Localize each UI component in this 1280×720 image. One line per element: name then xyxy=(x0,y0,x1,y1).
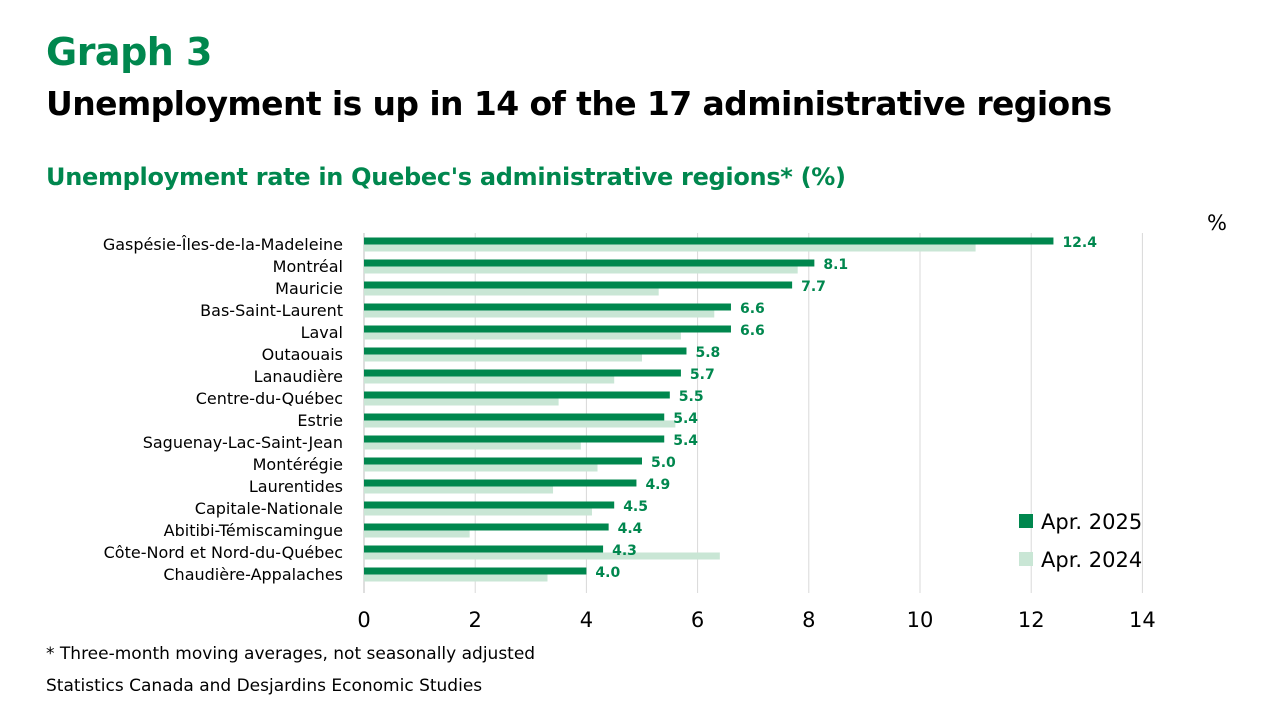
category-label: Laval xyxy=(301,323,343,342)
bar-apr-2024 xyxy=(364,442,581,450)
category-label: Gaspésie-Îles-de-la-Madeleine xyxy=(103,235,343,254)
chart-title: Unemployment rate in Quebec's administra… xyxy=(46,163,846,191)
bar-apr-2025 xyxy=(364,413,665,421)
category-label: Centre-du-Québec xyxy=(196,389,343,408)
bar-apr-2024 xyxy=(364,332,681,340)
data-label: 8.1 xyxy=(823,257,848,273)
bar-apr-2024 xyxy=(364,464,598,472)
x-tick-label: 10 xyxy=(907,608,934,632)
bar-apr-2025 xyxy=(364,567,587,575)
data-label: 5.0 xyxy=(651,455,676,471)
data-label: 4.9 xyxy=(645,477,670,493)
bar-apr-2025 xyxy=(364,303,731,311)
data-labels: 12.4 8.1 7.7 6.6 6.6 5.8 5.7 5.5 5.4 5.4 5.0 4.9 4.5… xyxy=(595,235,1097,581)
bar-apr-2025 xyxy=(364,545,604,553)
bar-apr-2024 xyxy=(364,574,548,582)
legend-label: Apr. 2025 xyxy=(1041,510,1142,534)
bar-apr-2025 xyxy=(364,501,615,509)
bar-apr-2025 xyxy=(364,259,815,267)
category-label: Estrie xyxy=(297,411,343,430)
x-tick-label: 8 xyxy=(802,608,815,632)
x-tick-label: 12 xyxy=(1018,608,1045,632)
data-label: 4.4 xyxy=(618,521,643,537)
data-label: 4.5 xyxy=(623,499,648,515)
category-label: Capitale-Nationale xyxy=(195,499,343,518)
legend: Apr. 2025 Apr. 2024 xyxy=(1019,510,1142,572)
category-labels: Gaspésie-Îles-de-la-Madeleine Montréal Mau… xyxy=(103,235,343,584)
x-tick-label: 6 xyxy=(691,608,704,632)
x-tick-label: 4 xyxy=(580,608,593,632)
legend-swatch xyxy=(1019,552,1033,566)
bar-apr-2025 xyxy=(364,391,670,399)
legend-label: Apr. 2024 xyxy=(1041,548,1142,572)
bar-apr-2025 xyxy=(364,457,642,465)
x-tick-label: 0 xyxy=(357,608,370,632)
data-label: 7.7 xyxy=(801,279,826,295)
category-label: Saguenay-Lac-Saint-Jean xyxy=(143,433,343,452)
footnote: * Three-month moving averages, not seaso… xyxy=(46,644,536,664)
bar-apr-2024 xyxy=(364,486,554,494)
bars xyxy=(364,237,1054,582)
data-label: 6.6 xyxy=(740,301,765,317)
data-label: 5.5 xyxy=(679,389,704,405)
data-label: 12.4 xyxy=(1062,235,1097,251)
bar-apr-2025 xyxy=(364,435,665,443)
bar-apr-2024 xyxy=(364,398,559,406)
x-tick-label: 2 xyxy=(469,608,482,632)
bar-apr-2024 xyxy=(364,508,592,516)
category-label: Chaudière-Appalaches xyxy=(163,565,343,584)
x-axis-ticks: 0 2 4 6 8 10 12 14 xyxy=(357,608,1155,632)
bar-apr-2024 xyxy=(364,244,976,252)
legend-swatch xyxy=(1019,514,1033,528)
data-label: 5.4 xyxy=(673,433,698,449)
data-label: 4.3 xyxy=(612,543,637,559)
bar-apr-2024 xyxy=(364,288,659,296)
bar-apr-2024 xyxy=(364,552,720,560)
data-label: 4.0 xyxy=(595,565,620,581)
data-label: 5.4 xyxy=(673,411,698,427)
bar-apr-2025 xyxy=(364,347,687,355)
category-label: Lanaudière xyxy=(254,367,343,386)
bar-apr-2024 xyxy=(364,376,615,384)
bar-apr-2024 xyxy=(364,530,470,538)
category-label: Laurentides xyxy=(249,477,343,496)
page-title: Unemployment is up in 14 of the 17 admin… xyxy=(46,84,1112,123)
x-tick-label: 14 xyxy=(1129,608,1156,632)
bar-apr-2025 xyxy=(364,479,637,487)
data-label: 6.6 xyxy=(740,323,765,339)
data-label: 5.8 xyxy=(695,345,720,361)
bar-apr-2024 xyxy=(364,310,715,318)
data-label: 5.7 xyxy=(690,367,715,383)
category-label: Bas-Saint-Laurent xyxy=(200,301,343,320)
bar-apr-2024 xyxy=(364,266,798,274)
bar-apr-2025 xyxy=(364,369,681,377)
bar-apr-2025 xyxy=(364,237,1054,245)
bar-apr-2025 xyxy=(364,281,793,289)
category-label: Montérégie xyxy=(253,455,343,474)
category-label: Montréal xyxy=(273,257,343,276)
category-label: Côte-Nord et Nord-du-Québec xyxy=(104,543,343,562)
category-label: Abitibi-Témiscamingue xyxy=(164,521,343,540)
source-note: Statistics Canada and Desjardins Economi… xyxy=(46,676,483,696)
category-label: Outaouais xyxy=(262,345,343,364)
bar-apr-2024 xyxy=(364,354,642,362)
bar-chart: Gaspésie-Îles-de-la-Madeleine Montréal Mau… xyxy=(103,211,1227,632)
bar-apr-2025 xyxy=(364,523,609,531)
unit-label: % xyxy=(1207,211,1227,235)
bar-apr-2025 xyxy=(364,325,731,333)
category-label: Mauricie xyxy=(275,279,343,298)
bar-apr-2024 xyxy=(364,420,676,428)
graph-number: Graph 3 xyxy=(46,30,213,74)
